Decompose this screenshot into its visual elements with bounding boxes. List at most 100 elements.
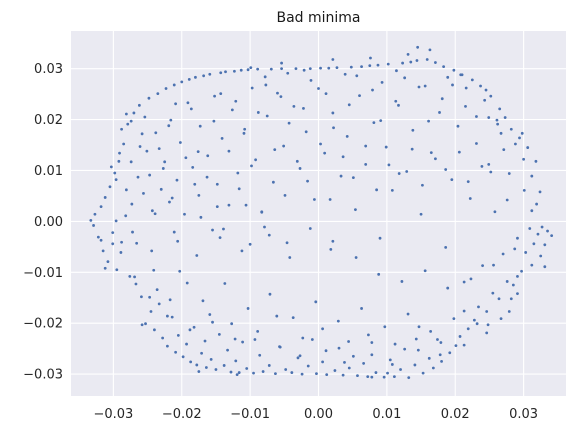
scatter-point xyxy=(279,95,283,99)
scatter-point xyxy=(347,340,350,343)
scatter-point xyxy=(191,166,195,169)
scatter-point xyxy=(166,344,169,348)
scatter-point xyxy=(341,155,345,159)
scatter-point xyxy=(538,190,542,194)
scatter-point xyxy=(349,65,353,69)
scatter-point xyxy=(485,310,489,313)
scatter-point xyxy=(415,59,419,62)
scatter-point xyxy=(306,179,309,183)
scatter-point xyxy=(393,342,397,346)
scatter-point xyxy=(200,351,203,355)
scatter-point xyxy=(230,108,234,112)
scatter-point xyxy=(522,157,526,161)
scatter-point xyxy=(540,225,544,229)
scatter-point xyxy=(400,280,404,283)
scatter-point xyxy=(178,269,182,273)
scatter-point xyxy=(250,86,254,90)
scatter-point xyxy=(300,372,304,376)
scatter-point xyxy=(150,209,154,213)
y-tick-label: 0.01 xyxy=(34,164,63,179)
scatter-point xyxy=(120,127,123,131)
scatter-point xyxy=(313,198,316,201)
scatter-point xyxy=(360,307,363,310)
scatter-point xyxy=(217,333,221,336)
scatter-point xyxy=(364,162,368,166)
scatter-point xyxy=(370,353,374,357)
scatter-point xyxy=(310,338,314,341)
scatter-point xyxy=(475,322,479,326)
scatter-point xyxy=(374,371,378,374)
scatter-point xyxy=(92,224,95,227)
scatter-point xyxy=(457,150,461,154)
y-tick-labels: −0.03 −0.02 −0.01 0.00 0.01 0.02 0.03 xyxy=(23,62,63,382)
scatter-point xyxy=(292,104,296,108)
scatter-point xyxy=(364,144,368,148)
scatter-point xyxy=(282,144,286,148)
scatter-point xyxy=(324,349,328,353)
scatter-point xyxy=(431,366,435,370)
scatter-point xyxy=(143,115,147,119)
scatter-point xyxy=(274,372,277,375)
scatter-point xyxy=(278,345,282,349)
scatter-point xyxy=(462,280,466,284)
scatter-point xyxy=(375,188,379,192)
scatter-point xyxy=(152,268,156,272)
scatter-point xyxy=(276,91,279,95)
scatter-point xyxy=(456,124,460,128)
scatter-point xyxy=(507,310,511,313)
scatter-point xyxy=(514,142,517,146)
y-tick-label: −0.01 xyxy=(23,266,63,281)
scatter-point xyxy=(499,317,503,321)
scatter-point xyxy=(130,202,134,206)
scatter-point xyxy=(518,136,521,140)
scatter-point xyxy=(178,141,182,144)
scatter-point xyxy=(536,232,540,236)
scatter-point xyxy=(256,111,260,114)
scatter-point xyxy=(118,151,121,155)
scatter-point xyxy=(280,61,283,65)
scatter-point xyxy=(114,219,118,223)
x-tick-label: 0.01 xyxy=(372,407,401,422)
scatter-point xyxy=(273,148,277,152)
scatter-point xyxy=(454,344,458,347)
scatter-point xyxy=(369,56,372,60)
scatter-point xyxy=(241,340,245,344)
scatter-point xyxy=(302,68,306,72)
scatter-point xyxy=(306,364,310,368)
scatter-point xyxy=(111,242,115,246)
scatter-point xyxy=(161,167,165,170)
scatter-point xyxy=(309,78,313,82)
scatter-point xyxy=(170,315,174,319)
scatter-point xyxy=(354,256,358,259)
scatter-point xyxy=(237,187,241,191)
scatter-point xyxy=(383,325,387,329)
scatter-point xyxy=(434,61,437,64)
scatter-point xyxy=(421,183,424,187)
scatter-point xyxy=(252,371,255,375)
scatter-point xyxy=(315,372,318,375)
scatter-point xyxy=(154,131,158,135)
scatter-point xyxy=(298,354,302,358)
scatter-point xyxy=(298,167,302,170)
scatter-point xyxy=(403,347,407,351)
scatter-point xyxy=(509,127,513,131)
scatter-point xyxy=(407,376,411,380)
scatter-point xyxy=(341,373,345,377)
scatter-point xyxy=(267,364,271,367)
scatter-point xyxy=(543,243,547,247)
scatter-point xyxy=(302,106,305,110)
scatter-point xyxy=(416,45,420,49)
scatter-point xyxy=(155,288,159,292)
scatter-point xyxy=(194,75,197,79)
scatter-point xyxy=(161,336,165,340)
scatter-point xyxy=(328,198,332,201)
scatter-point xyxy=(520,131,524,135)
scatter-point xyxy=(174,350,178,354)
scatter-point xyxy=(528,227,532,230)
scatter-point xyxy=(440,359,443,363)
scatter-point xyxy=(417,325,421,329)
scatter-point xyxy=(185,281,189,285)
scatter-point xyxy=(440,97,444,101)
scatter-point xyxy=(157,147,161,150)
